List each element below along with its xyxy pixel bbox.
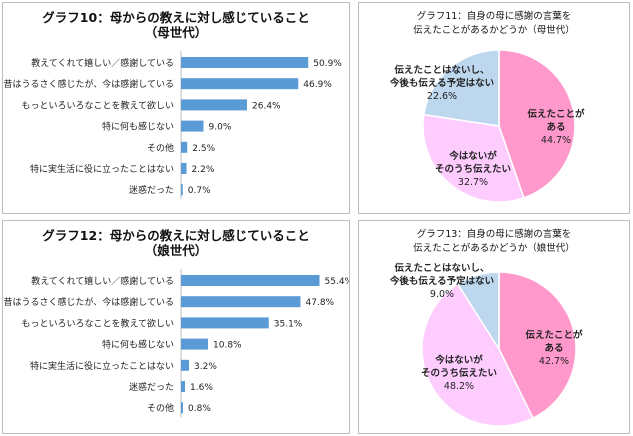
chart-title-line2: 伝えたことがあるかどうか（母世代） bbox=[413, 25, 575, 36]
slice-value-label: 9.0% bbox=[430, 289, 454, 300]
category-label: 昔はうるさく感じたが、今は感謝している bbox=[3, 296, 174, 308]
slice-label: ある bbox=[544, 342, 563, 354]
bar-value-label: 10.8% bbox=[213, 341, 242, 351]
slice-label: 今はないが bbox=[434, 354, 483, 366]
category-label: 特に何も感じない bbox=[102, 339, 174, 351]
chart-title-line2: 伝えたことがあるかどうか（娘世代） bbox=[413, 243, 575, 254]
category-label: 特に実生活に役に立ったことはない bbox=[30, 163, 174, 175]
pie-slice bbox=[456, 271, 500, 352]
bar-value-label: 3.2% bbox=[194, 362, 217, 372]
bar bbox=[181, 78, 299, 90]
category-label: もっといろいろなことを教えて欲しい bbox=[21, 317, 174, 329]
pie-slice bbox=[423, 49, 500, 127]
category-label: 昔はうるさく感じたが、今は感謝している bbox=[3, 78, 174, 90]
category-label: 教えてくれて嬉しい／感謝している bbox=[31, 275, 174, 287]
pie-slice bbox=[422, 113, 525, 203]
category-label: 教えてくれて嬉しい／感謝している bbox=[31, 57, 174, 69]
bar bbox=[181, 296, 301, 308]
bar-chart-svg: 教えてくれて嬉しい／感謝している 50.9% 昔はうるさく感じたが、今は感謝している… bbox=[3, 51, 342, 200]
bar bbox=[181, 338, 208, 350]
bar-value-label: 35.1% bbox=[274, 319, 303, 329]
slice-value-label: 42.7% bbox=[539, 356, 569, 367]
bar bbox=[181, 184, 183, 196]
bar-value-label: 0.7% bbox=[188, 186, 211, 196]
slice-value-label: 48.2% bbox=[444, 381, 474, 392]
bar-value-label: 1.6% bbox=[190, 383, 213, 393]
bar-chart-mother-generation: グラフ10：母からの教えに対し感じていること （母世代） 教えてくれて嬉しい／感… bbox=[2, 2, 350, 214]
bar-value-label: 2.5% bbox=[192, 144, 215, 154]
category-label: 特に何も感じない bbox=[102, 121, 174, 133]
chart-title-line2: （娘世代） bbox=[144, 243, 208, 258]
slice-label: 伝えたことはないし、 bbox=[394, 64, 489, 76]
bar bbox=[181, 120, 204, 132]
category-label: その他 bbox=[147, 402, 174, 414]
bar bbox=[181, 381, 185, 392]
chart-title-line1: グラフ10：母からの教えに対し感じていること bbox=[42, 10, 310, 25]
bar-value-label: 26.4% bbox=[252, 101, 281, 111]
slice-value-label: 44.7% bbox=[541, 135, 571, 146]
slice-label: 今後も伝える予定はない bbox=[389, 275, 494, 287]
slice-label: 今はないが bbox=[448, 150, 497, 162]
category-label: もっといろいろなことを教えて欲しい bbox=[21, 99, 174, 111]
bar-chart-svg: 教えてくれて嬉しい／感謝している 55.4% 昔はうるさく感じたが、今は感謝している… bbox=[3, 269, 350, 418]
bar-value-label: 47.8% bbox=[306, 298, 335, 308]
slice-label: 伝えたことが bbox=[525, 329, 583, 341]
category-label: 迷惑だった bbox=[129, 184, 174, 196]
category-label: その他 bbox=[147, 142, 174, 154]
category-label: 特に実生活に役に立ったことはない bbox=[30, 360, 174, 372]
bar bbox=[181, 359, 189, 371]
bar bbox=[181, 57, 309, 68]
chart-title-line1: グラフ11：自身の母に感謝の言葉を bbox=[416, 11, 572, 22]
bar bbox=[181, 402, 183, 414]
slice-label: 伝えたことはないし、 bbox=[394, 262, 489, 274]
slice-label: 伝えたことが bbox=[527, 108, 585, 120]
chart-title-line1: グラフ13：自身の母に感謝の言葉を bbox=[416, 229, 572, 240]
bar bbox=[181, 141, 188, 153]
category-label: 迷惑だった bbox=[129, 381, 174, 393]
bar-value-label: 46.9% bbox=[303, 80, 332, 90]
pie-slice bbox=[498, 271, 577, 420]
slice-label: そのうち伝えたい bbox=[421, 367, 497, 379]
bar-value-label: 55.4% bbox=[325, 277, 350, 287]
bar-value-label: 50.9% bbox=[313, 59, 342, 69]
bar bbox=[181, 163, 187, 174]
bar-value-label: 0.8% bbox=[188, 404, 211, 414]
bar-value-label: 2.2% bbox=[192, 165, 215, 175]
bar bbox=[181, 99, 247, 111]
bar-value-label: 9.0% bbox=[209, 123, 232, 133]
pie-slice bbox=[498, 49, 576, 199]
bar-chart-daughter-generation: グラフ12：母からの教えに対し感じていること （娘世代） 教えてくれて嬉しい／感… bbox=[2, 220, 350, 434]
bar bbox=[181, 317, 269, 329]
pie-chart-daughter-generation: グラフ13：自身の母に感謝の言葉を 伝えたことがあるかどうか（娘世代） 伝えたこ… bbox=[358, 220, 630, 434]
chart-title-line2: （母世代） bbox=[144, 25, 208, 40]
pie-chart-mother-generation: グラフ11：自身の母に感謝の言葉を 伝えたことがあるかどうか（母世代） 伝えたこ… bbox=[358, 2, 630, 214]
slice-value-label: 32.7% bbox=[458, 177, 488, 188]
bar bbox=[181, 275, 320, 286]
slice-label: 今後も伝える予定はない bbox=[389, 77, 494, 89]
chart-title-line1: グラフ12：母からの教えに対し感じていること bbox=[42, 228, 310, 243]
slice-label: ある bbox=[546, 121, 565, 133]
pie-slice bbox=[421, 282, 534, 427]
slice-value-label: 22.6% bbox=[427, 91, 457, 102]
slice-label: そのうち伝えたい bbox=[435, 163, 511, 175]
